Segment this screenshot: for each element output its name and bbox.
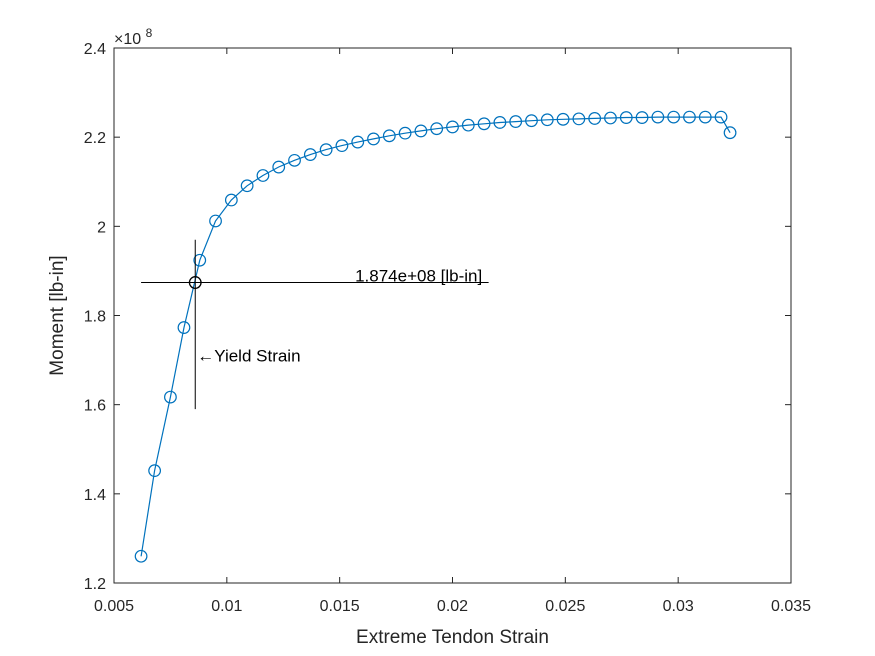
x-tick-label: 0.01 [211,598,242,615]
series-point [240,179,254,193]
y-tick-label: 1.8 [84,309,106,326]
series-point [540,113,554,127]
y-axis-exponent-power: 8 [146,26,153,40]
y-tick-label: 1.6 [84,398,106,415]
x-tick-label: 0.03 [663,598,694,615]
y-tick-label: 2.2 [84,130,106,147]
series-point [351,135,365,149]
series-point [414,124,428,138]
x-tick-label: 0.035 [771,598,811,615]
series-point [134,549,148,563]
plot-background [114,48,791,583]
series-point [430,122,444,136]
series-point [288,153,301,167]
series-point [177,321,191,334]
x-axis-title: Extreme Tendon Strain [356,627,549,648]
series-point [319,143,333,157]
series-layer [134,110,737,563]
series-point [683,110,696,124]
series-point [148,464,162,478]
series-point [619,111,633,124]
series-point [477,117,491,131]
annotation-layer: 1.874e+08 [lb-in] ←Yield Strain [197,266,482,365]
series-point [367,132,380,146]
series-point [335,139,349,153]
series-point [461,118,475,132]
series-point [604,111,617,125]
series-point [303,148,317,161]
y-axis-exponent: ×10 8 [114,26,153,48]
y-tick-label: 1.4 [84,487,106,504]
x-tick-label: 0.02 [437,598,468,615]
series-point [382,129,396,143]
series-point [588,112,602,125]
series-point [164,390,177,404]
series-point [509,115,523,128]
series-point [651,110,665,124]
yield-point-marker [188,276,202,289]
y-axis-exponent-base: ×10 [114,31,141,48]
x-tick-label: 0.025 [545,598,585,615]
series-point [398,126,412,140]
series-point [667,110,681,124]
series-point [224,193,238,207]
series-point [572,112,586,126]
y-tick-label: 1.2 [84,576,106,593]
series-point [556,112,570,126]
yield-strain-annotation: ←Yield Strain [197,347,300,366]
series-point [209,214,222,228]
series-point [714,110,728,124]
y-tick-label: 2 [97,219,106,236]
series-point [525,114,538,128]
series-point [698,110,712,124]
x-tick-label: 0.005 [94,598,134,615]
series-point [193,253,207,267]
plot-area [114,48,791,583]
axes-layer: 0.005 0.01 0.015 0.02 0.025 0.03 0.035 1.2 1.4 1.… [84,41,811,615]
series-point [256,169,270,182]
series-point [446,120,459,134]
x-tick-label: 0.015 [320,598,360,615]
moment-value-annotation: 1.874e+08 [lb-in] [355,266,482,285]
series-point [635,111,649,124]
series-point [272,160,286,174]
series-point [493,116,507,129]
series-point [723,126,737,140]
y-axis-title: Moment [lb-in] [47,255,68,375]
y-tick-label: 2.4 [84,41,106,58]
